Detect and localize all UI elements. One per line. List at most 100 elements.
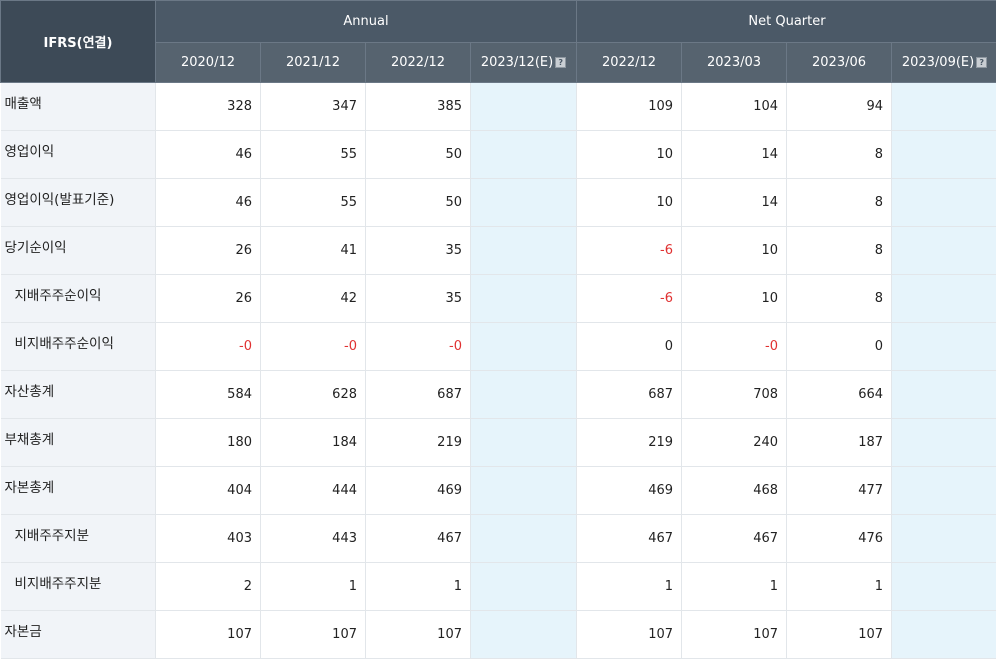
quarter-value-cell: 477: [787, 467, 892, 515]
annual-value-cell: 444: [261, 467, 366, 515]
quarter-value-cell: 187: [787, 419, 892, 467]
quarter-value-cell: [892, 371, 996, 419]
quarter-value-cell: 107: [577, 611, 682, 659]
annual-value-cell: [471, 419, 577, 467]
annual-value-cell: 55: [261, 131, 366, 179]
quarter-value-cell: [892, 227, 996, 275]
quarter-estimate-label: 2023/09(E): [902, 55, 974, 70]
quarter-value-cell: [892, 515, 996, 563]
quarter-value-cell: 10: [682, 275, 787, 323]
quarter-value-cell: 0: [577, 323, 682, 371]
quarter-value-cell: [892, 275, 996, 323]
quarter-value-cell: 240: [682, 419, 787, 467]
annual-estimate-header[interactable]: 2023/12(E) ?: [471, 43, 577, 83]
quarter-value-cell: 10: [577, 179, 682, 227]
annual-estimate-label: 2023/12(E): [481, 55, 553, 70]
annual-value-cell: [471, 563, 577, 611]
annual-value-cell: [471, 467, 577, 515]
annual-value-cell: [471, 83, 577, 131]
annual-value-cell: 687: [366, 371, 471, 419]
annual-value-cell: 35: [366, 227, 471, 275]
annual-value-cell: 42: [261, 275, 366, 323]
row-label[interactable]: 영업이익: [1, 131, 156, 179]
annual-value-cell: -0: [261, 323, 366, 371]
annual-value-cell: 443: [261, 515, 366, 563]
quarter-value-cell: 8: [787, 275, 892, 323]
info-icon[interactable]: ?: [555, 57, 566, 68]
quarter-value-cell: 708: [682, 371, 787, 419]
quarter-value-cell: [892, 179, 996, 227]
quarter-value-cell: 8: [787, 131, 892, 179]
annual-value-cell: [471, 611, 577, 659]
row-label[interactable]: 매출액: [1, 83, 156, 131]
quarter-value-cell: [892, 419, 996, 467]
annual-value-cell: 469: [366, 467, 471, 515]
quarter-value-cell: 8: [787, 227, 892, 275]
quarter-value-cell: 468: [682, 467, 787, 515]
quarter-value-cell: [892, 467, 996, 515]
quarter-value-cell: 14: [682, 131, 787, 179]
annual-value-cell: [471, 227, 577, 275]
row-label[interactable]: 비지배주주지분: [1, 563, 156, 611]
row-label[interactable]: 자산총계: [1, 371, 156, 419]
annual-value-cell: [471, 275, 577, 323]
annual-value-cell: 46: [156, 179, 261, 227]
annual-period-header[interactable]: 2021/12: [261, 43, 366, 83]
quarter-value-cell: 219: [577, 419, 682, 467]
quarter-value-cell: -6: [577, 275, 682, 323]
annual-value-cell: 403: [156, 515, 261, 563]
row-label[interactable]: 부채총계: [1, 419, 156, 467]
row-label[interactable]: 지배주주순이익: [1, 275, 156, 323]
annual-value-cell: 107: [261, 611, 366, 659]
quarter-value-cell: [892, 611, 996, 659]
row-label[interactable]: 자본금: [1, 611, 156, 659]
quarter-value-cell: 10: [682, 227, 787, 275]
annual-period-header[interactable]: 2020/12: [156, 43, 261, 83]
annual-value-cell: [471, 371, 577, 419]
quarter-value-cell: 8: [787, 179, 892, 227]
quarter-value-cell: 1: [577, 563, 682, 611]
quarter-period-header[interactable]: 2022/12: [577, 43, 682, 83]
quarter-value-cell: [892, 563, 996, 611]
quarter-period-header[interactable]: 2023/06: [787, 43, 892, 83]
annual-value-cell: 1: [366, 563, 471, 611]
row-label[interactable]: 지배주주지분: [1, 515, 156, 563]
annual-value-cell: [471, 515, 577, 563]
row-label[interactable]: 영업이익(발표기준): [1, 179, 156, 227]
annual-group-header: Annual: [156, 1, 577, 43]
annual-value-cell: 328: [156, 83, 261, 131]
annual-value-cell: 2: [156, 563, 261, 611]
quarter-value-cell: 14: [682, 179, 787, 227]
annual-value-cell: 1: [261, 563, 366, 611]
info-icon[interactable]: ?: [976, 57, 987, 68]
quarter-value-cell: 1: [682, 563, 787, 611]
annual-value-cell: 55: [261, 179, 366, 227]
quarter-value-cell: 467: [682, 515, 787, 563]
annual-value-cell: [471, 179, 577, 227]
annual-value-cell: 50: [366, 131, 471, 179]
quarter-value-cell: 467: [577, 515, 682, 563]
annual-value-cell: 46: [156, 131, 261, 179]
quarter-value-cell: 1: [787, 563, 892, 611]
quarter-value-cell: [892, 323, 996, 371]
annual-value-cell: 180: [156, 419, 261, 467]
annual-value-cell: -0: [156, 323, 261, 371]
quarter-period-header[interactable]: 2023/03: [682, 43, 787, 83]
quarter-value-cell: 107: [787, 611, 892, 659]
quarter-estimate-header[interactable]: 2023/09(E) ?: [892, 43, 996, 83]
annual-period-header[interactable]: 2022/12: [366, 43, 471, 83]
net-quarter-group-header: Net Quarter: [577, 1, 996, 43]
quarter-value-cell: 469: [577, 467, 682, 515]
row-label[interactable]: 당기순이익: [1, 227, 156, 275]
row-label[interactable]: 자본총계: [1, 467, 156, 515]
row-label[interactable]: 비지배주주순이익: [1, 323, 156, 371]
